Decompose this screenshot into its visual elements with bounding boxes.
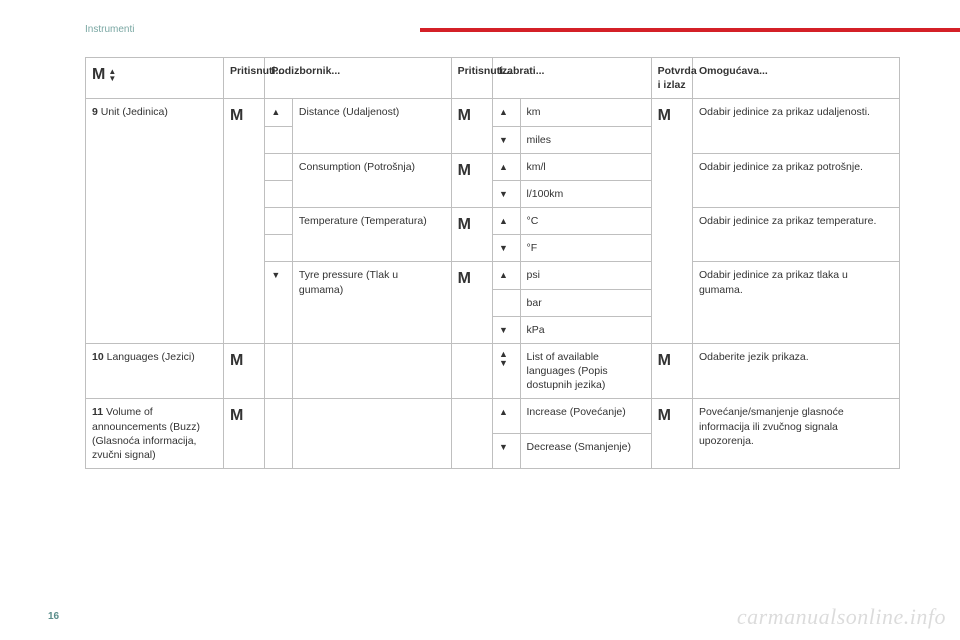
blank-cell [265, 126, 293, 153]
m-glyph: M [92, 64, 105, 86]
updown-icon: ▲ ▼ [492, 343, 520, 399]
option-label: °F [520, 235, 651, 262]
desc-cell: Povećanje/smanjenje glasnoće informacija… [692, 399, 899, 469]
menu-label: 10 Languages (Jezici) [86, 343, 224, 399]
up-icon: ▲ [265, 99, 293, 126]
option-label: List of available languages (Popis dostu… [520, 343, 651, 399]
table-row: 11 Volume of announcements (Buzz) (Glasn… [86, 399, 900, 434]
m-cell: M [223, 99, 264, 344]
option-label: miles [520, 126, 651, 153]
blank-cell [492, 289, 520, 316]
desc-cell: Odaberite jezik prikaza. [692, 343, 899, 399]
menu-label: 11 Volume of announcements (Buzz) (Glasn… [86, 399, 224, 469]
option-label: Increase (Povećanje) [520, 399, 651, 434]
blank-cell [265, 180, 293, 207]
blank-cell [265, 399, 293, 469]
blank-cell [451, 399, 492, 469]
up-icon: ▲ [492, 399, 520, 434]
submenu-label: Distance (Udaljenost) [292, 99, 451, 153]
blank-cell [292, 399, 451, 469]
submenu-label: Consumption (Potrošnja) [292, 153, 451, 207]
up-icon: ▲ [492, 262, 520, 289]
blank-cell [265, 235, 293, 262]
option-label: kPa [520, 316, 651, 343]
m-cell: M [451, 262, 492, 344]
col-press1: Pritisnuti... [223, 58, 264, 99]
desc-cell: Odabir jedinice za prikaz udaljenosti. [692, 99, 899, 153]
m-cell: M [651, 399, 692, 469]
col-enables: Omogućava... [692, 58, 899, 99]
up-icon: ▲ [492, 99, 520, 126]
col-confirm: Potvrda i izlaz [651, 58, 692, 99]
desc-cell: Odabir jedinice za prikaz potrošnje. [692, 153, 899, 207]
col-choose: Izabrati... [492, 58, 651, 99]
desc-cell: Odabir jedinice za prikaz temperature. [692, 208, 899, 262]
m-cell: M [651, 99, 692, 344]
menu-table: M ▲▼ Pritisnuti... Podizbornik... Pritis… [85, 57, 900, 469]
option-label: psi [520, 262, 651, 289]
down-icon: ▼ [492, 126, 520, 153]
table-row: 9 Unit (Jedinica) M ▲ Distance (Udaljeno… [86, 99, 900, 126]
table-header-row: M ▲▼ Pritisnuti... Podizbornik... Pritis… [86, 58, 900, 99]
m-cell: M [651, 343, 692, 399]
down-icon: ▼ [492, 235, 520, 262]
down-icon: ▼ [492, 316, 520, 343]
down-icon: ▼ [492, 434, 520, 469]
table-row: 10 Languages (Jezici) M ▲ ▼ List of avai… [86, 343, 900, 399]
down-icon: ▼ [265, 262, 293, 344]
m-cell: M [223, 399, 264, 469]
up-icon: ▲ [492, 153, 520, 180]
page: Instrumenti M ▲▼ Pritisnuti... Podizborn… [0, 0, 960, 640]
down-icon: ▼ [492, 180, 520, 207]
m-cell: M [451, 99, 492, 153]
m-cell: M [223, 343, 264, 399]
menu-label: 9 Unit (Jedinica) [86, 99, 224, 344]
header-m-icon: M ▲▼ [86, 58, 224, 99]
option-label: bar [520, 289, 651, 316]
watermark: carmanualsonline.info [737, 604, 946, 630]
page-number: 16 [48, 611, 59, 622]
col-press2: Pritisnuti... [451, 58, 492, 99]
submenu-label: Tyre pressure (Tlak u gumama) [292, 262, 451, 344]
option-label: l/100km [520, 180, 651, 207]
option-label: °C [520, 208, 651, 235]
blank-cell [265, 343, 293, 399]
submenu-label: Temperature (Temperatura) [292, 208, 451, 262]
blank-cell [265, 208, 293, 235]
option-label: Decrease (Smanjenje) [520, 434, 651, 469]
option-label: km [520, 99, 651, 126]
updown-icon: ▲▼ [108, 68, 116, 82]
option-label: km/l [520, 153, 651, 180]
blank-cell [451, 343, 492, 399]
desc-cell: Odabir jedinice za prikaz tlaka u gumama… [692, 262, 899, 344]
blank-cell [292, 343, 451, 399]
col-submenu: Podizbornik... [265, 58, 451, 99]
header-red-bar [420, 28, 960, 32]
m-cell: M [451, 208, 492, 262]
m-cell: M [451, 153, 492, 207]
blank-cell [265, 153, 293, 180]
up-icon: ▲ [492, 208, 520, 235]
